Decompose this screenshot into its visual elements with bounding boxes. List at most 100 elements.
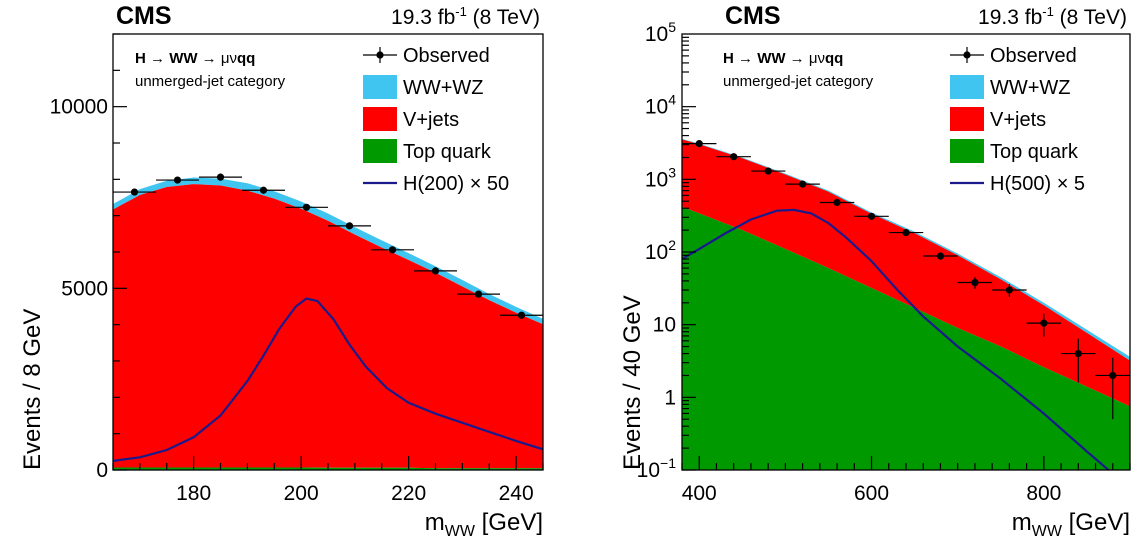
right-observed-point (716, 153, 751, 161)
left-y-axis-title: Events / 8 GeV (19, 309, 46, 470)
svg-text:Top quark: Top quark (403, 141, 492, 163)
right-y-tick-label: 1 (664, 386, 676, 409)
left-y-tick-label: 0 (96, 459, 108, 482)
left-process-ww: WW (169, 50, 198, 67)
left-legend-observed: Observed (363, 45, 490, 67)
right-observed-point (819, 198, 855, 207)
left-observed-point (500, 311, 543, 319)
left-process-qq: qq (237, 50, 255, 67)
left-energy: (8 TeV) (467, 6, 540, 29)
left-observed-point (371, 246, 414, 254)
right-stack-areas (682, 138, 1130, 470)
right-process-arrow2: → (786, 50, 809, 67)
right-observed-point (1061, 338, 1096, 383)
right-observed-point (854, 212, 889, 220)
left-y-tick-label: 5000 (61, 277, 108, 300)
right-y-axis-title: Events / 40 GeV (619, 295, 646, 470)
left-observed-point (242, 186, 285, 194)
right-observed-point (750, 167, 786, 175)
left-panel: 180 200 220 240 0 5000 10000 CMS 19.3 fb-1 (8… (19, 2, 544, 539)
left-process-h: H (135, 50, 146, 67)
left-legend: Observed WW+WZ V+jets Top quark H(200) × 50 (363, 45, 509, 195)
left-observed-point (199, 173, 242, 181)
right-x-title-sub: WW (1032, 523, 1063, 539)
right-process-ww: WW (757, 50, 786, 67)
left-process-arrow2: → (198, 50, 221, 67)
right-process-h: H (723, 50, 734, 67)
left-x-tick-label: 180 (176, 482, 211, 505)
right-legend-signal: H(500) × 5 (950, 173, 1085, 195)
left-x-axis-title: mWW [GeV] (425, 509, 543, 539)
right-observed-point (888, 228, 924, 237)
right-area-top-quark (682, 206, 1130, 470)
left-area-vjets (113, 184, 543, 469)
left-lumi-value: 19.3 fb (391, 6, 455, 29)
left-signal-layer (113, 297, 543, 462)
right-observed-point (682, 140, 717, 148)
right-observed-point (992, 284, 1027, 298)
left-observed-point (285, 203, 328, 211)
left-process-label: H → WW → μνqq (135, 50, 255, 67)
right-x-axis-title: mWW [GeV] (1012, 509, 1130, 539)
left-lumi-label: 19.3 fb-1 (8 TeV) (391, 4, 540, 29)
left-y-tick-label: 10000 (50, 96, 108, 119)
right-y-tick-label: 104 (645, 92, 676, 119)
left-x-title-m: m (425, 509, 445, 536)
right-observed-point (785, 180, 820, 188)
left-x-title-sub: WW (445, 523, 476, 539)
right-cms-label: CMS (725, 2, 781, 30)
right-observed-point (1095, 357, 1130, 420)
right-y-tick-label: 102 (645, 237, 676, 264)
right-x-title-m: m (1012, 509, 1032, 536)
left-observed-point (156, 176, 199, 184)
right-process-qq: qq (825, 50, 843, 67)
right-y-tick-label: 103 (645, 164, 676, 191)
left-observed-point (113, 188, 156, 196)
svg-text:H(500) × 5: H(500) × 5 (990, 173, 1085, 195)
left-x-tick-label: 220 (391, 482, 426, 505)
right-x-title-unit: [GeV] (1062, 509, 1130, 536)
right-x-tick-label: 600 (854, 482, 889, 505)
right-observed-point (957, 277, 993, 289)
right-y-axis: 10−1 1 10 102 103 104 105 (637, 19, 696, 482)
svg-text:H(200) × 50: H(200) × 50 (403, 173, 509, 195)
right-panel: 400 600 800 10−1 1 10 102 103 104 105 CMS 19.3 f… (619, 2, 1131, 539)
right-legend-vjets: V+jets (950, 107, 1046, 131)
left-legend-signal: H(200) × 50 (363, 173, 509, 195)
left-x-tick-label: 240 (499, 482, 534, 505)
left-observed-point (414, 267, 457, 275)
left-observed-point (328, 222, 371, 230)
left-process-arrow1: → (146, 50, 169, 67)
left-legend-vjets: V+jets (363, 107, 459, 131)
right-legend-top: Top quark (950, 139, 1079, 163)
right-lumi-value: 19.3 fb (978, 6, 1042, 29)
left-stack-areas (113, 177, 543, 470)
left-observed-point (457, 290, 500, 298)
svg-text:Observed: Observed (990, 45, 1077, 67)
svg-text:Top quark: Top quark (990, 141, 1079, 163)
right-legend-ww: WW+WZ (950, 75, 1071, 99)
right-legend-observed: Observed (950, 45, 1077, 67)
right-y-tick-label: 10−1 (637, 455, 677, 482)
right-process-munu: μν (809, 50, 825, 67)
left-legend-top: Top quark (363, 139, 492, 163)
left-x-axis: 180 200 220 240 (112, 456, 544, 505)
right-area-vjets (682, 139, 1130, 407)
right-lumi-label: 19.3 fb-1 (8 TeV) (978, 4, 1127, 29)
svg-text:WW+WZ: WW+WZ (403, 77, 484, 99)
left-y-axis: 0 5000 10000 (50, 33, 127, 482)
svg-text:WW+WZ: WW+WZ (990, 77, 1071, 99)
right-x-axis: 400 600 800 (681, 456, 1131, 505)
right-observed-point (1026, 313, 1062, 337)
right-x-tick-label: 400 (682, 482, 717, 505)
right-energy: (8 TeV) (1054, 6, 1127, 29)
left-category-label: unmerged-jet category (135, 73, 286, 90)
right-observed-points (682, 140, 1130, 420)
left-signal-line (113, 297, 543, 462)
right-y-tick-label: 105 (645, 19, 676, 46)
svg-text:V+jets: V+jets (403, 109, 459, 131)
left-cms-label: CMS (116, 2, 172, 30)
right-process-label: H → WW → μνqq (723, 50, 843, 67)
left-x-tick-label: 200 (284, 482, 319, 505)
